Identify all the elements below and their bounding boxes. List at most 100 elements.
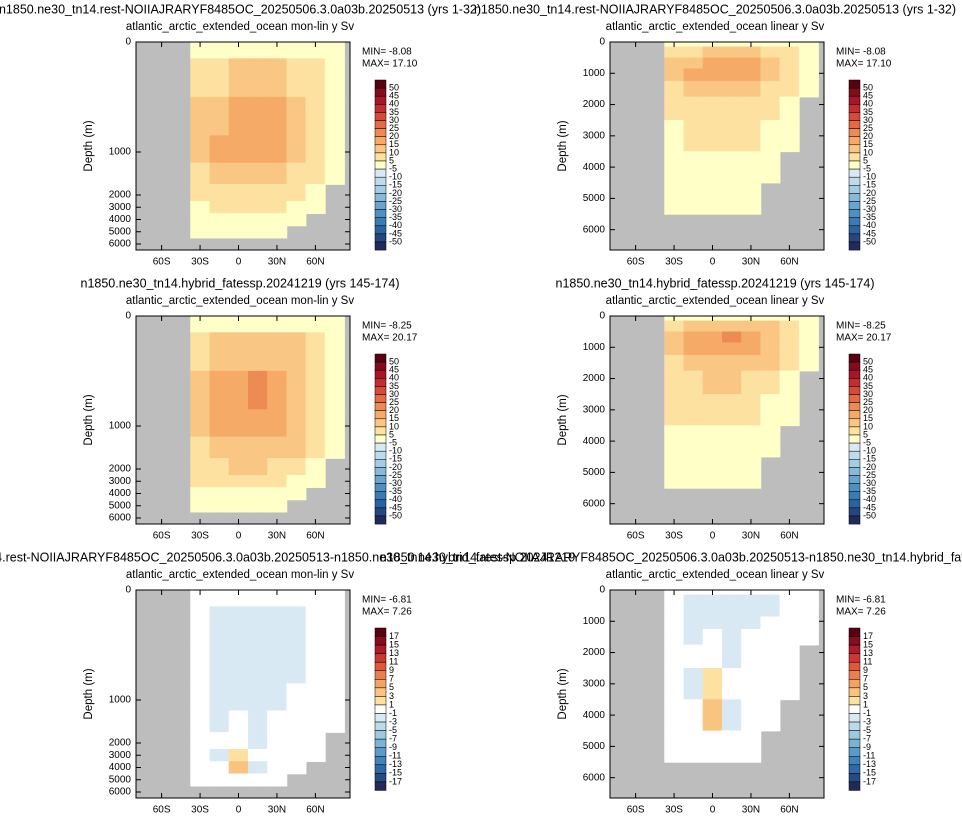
y-axis-label: Depth (m) [557,668,569,719]
field-cell [741,594,762,607]
colorbar-box [848,120,861,129]
colorbar-box [374,128,387,137]
field-cell [324,436,345,459]
field-cell [683,57,704,70]
field-cell [741,151,762,184]
field-cell [228,96,249,137]
colorbar-label: 35 [389,381,399,391]
field-cell [760,68,781,82]
field-cell [779,616,800,630]
x-tick-label: 0 [236,257,242,268]
y-tick-label: 2000 [109,190,132,201]
field-cell [760,316,781,322]
panel-subtitle: atlantic_arctic_extended_ocean mon-lin y… [126,21,354,33]
colorbar-label: 45 [863,91,873,101]
field-cell [760,394,781,427]
field-cell [798,616,819,630]
panel-title: n1850.ne30_tn14.hybrid_fatessp.20241219 … [81,276,400,290]
field-cell [683,42,704,48]
colorbar-box [848,459,861,468]
field-cell [209,96,230,137]
y-tick-label: 0 [125,37,131,48]
field-cell [190,184,211,202]
field-cell [247,748,268,763]
colorbar-label: -11 [863,751,875,761]
colorbar-box [374,201,387,210]
field-cell [286,213,307,227]
colorbar-label: 30 [863,389,873,399]
colorbar-box [848,507,861,517]
max-text: MAX= 7.26 [836,607,886,618]
field-cell [247,499,268,513]
colorbar-box [374,764,387,774]
field-cell [721,456,742,489]
field-cell [209,162,230,185]
field-cell [664,96,685,121]
colorbar-box [374,738,387,748]
y-tick-label: 0 [599,585,605,596]
x-tick-label: 30N [268,805,286,816]
colorbar-box [848,483,861,492]
field-cell [286,732,307,750]
field-cell [324,42,345,60]
field-cell [702,182,723,215]
field-cell [721,151,742,184]
field-cell [664,644,685,669]
field-cell [664,68,685,82]
field-cell [683,628,704,646]
x-tick-label: 30N [742,531,760,542]
field-cell [209,184,230,202]
field-cell [760,590,781,596]
field-cell [190,200,211,215]
colorbar-label: 35 [389,107,399,117]
field-cell [247,590,268,608]
colorbar-box [374,233,387,243]
field-cell [286,370,307,411]
colorbar-box [374,353,387,363]
field-cell [209,42,230,60]
colorbar-label: -50 [863,510,876,520]
field-cell [760,342,781,356]
colorbar-box [374,491,387,501]
field-cell [305,606,326,646]
field-cell [267,499,288,513]
colorbar-label: 35 [863,381,873,391]
field-cell [190,458,211,476]
colorbar-box [848,738,861,748]
colorbar-label: -5 [389,163,397,173]
field-cell [683,68,704,82]
field-cell [683,699,704,732]
colorbar-label: -10 [863,172,876,182]
field-cell [305,370,326,411]
field-cell [664,342,685,356]
colorbar-label: -7 [863,734,871,744]
field-cell [267,225,288,239]
field-cell [247,213,268,227]
field-cell [267,644,288,685]
colorbar-box [848,781,861,791]
field-cell [267,332,288,372]
field-cell [267,761,288,775]
colorbar-box [374,394,387,403]
colorbar-label: 3 [389,691,394,701]
colorbar-label: 45 [863,365,873,375]
field-cell [741,730,762,763]
plot-area [610,42,824,250]
field-cell [324,316,345,334]
field-cell [664,668,685,701]
field-cell [760,644,781,669]
x-tick-label: 30N [742,257,760,268]
colorbar-box [848,721,861,731]
plot-frame [609,589,825,799]
colorbar-box [848,499,861,509]
field-cell [247,96,268,137]
field-cell [247,332,268,372]
field-cell [228,773,249,787]
colorbar-label: -10 [389,172,402,182]
field-cell [721,96,742,121]
colorbar-box [374,160,387,170]
colorbar-label: -5 [863,725,871,735]
y-tick-label: 1000 [109,147,132,158]
x-tick-label: 0 [236,805,242,816]
field-cell [228,761,249,775]
